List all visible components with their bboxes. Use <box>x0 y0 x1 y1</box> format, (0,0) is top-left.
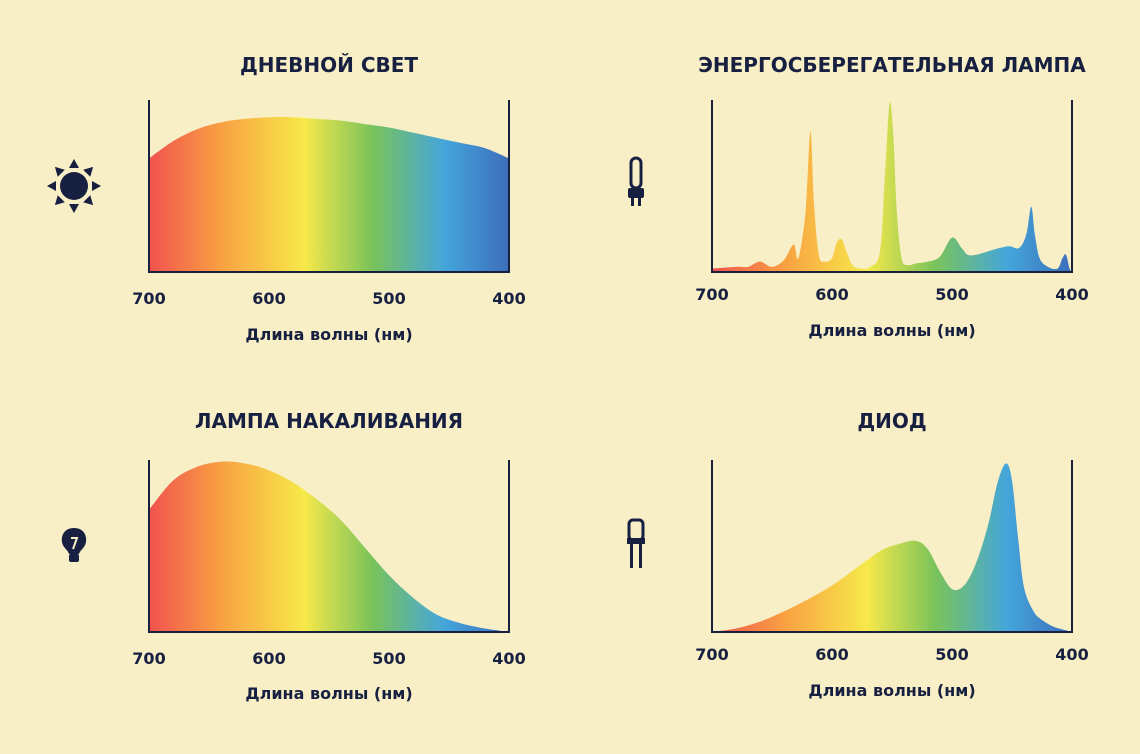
incandescent-tick-label: 600 <box>252 649 285 668</box>
incandescent-chart: ЛАМПА НАКАЛИВАНИЯ 700 600 500 400 Длина волны… <box>61 409 526 703</box>
energy-saving-tick-label: 400 <box>1055 285 1088 304</box>
diode-x-axis-label: Длина волны (нм) <box>808 681 975 700</box>
daylight-spectrum-area <box>149 116 509 272</box>
energy-saving-chart-title: ЭНЕРГОСБЕРЕГАТЕЛЬНАЯ ЛАМПА <box>698 53 1086 77</box>
energy-saving-x-axis-label: Длина волны (нм) <box>808 321 975 340</box>
diode-tick-label: 400 <box>1055 645 1088 664</box>
diode-spectrum-area <box>712 463 1072 632</box>
energy-saving-tick-label: 500 <box>935 285 968 304</box>
daylight-x-axis-label: Длина волны (нм) <box>245 325 412 344</box>
daylight-chart: ДНЕВНОЙ СВЕТ 700 600 500 400 Длина волны (нм) <box>47 53 526 344</box>
incandescent-tick-label: 700 <box>132 649 165 668</box>
sun-icon <box>47 159 101 213</box>
daylight-tick-label: 400 <box>492 289 525 308</box>
daylight-tick-label: 600 <box>252 289 285 308</box>
incandescent-spectrum-area <box>149 461 509 632</box>
incandescent-x-axis-label: Длина волны (нм) <box>245 684 412 703</box>
daylight-tick-label: 500 <box>372 289 405 308</box>
incandescent-tick-label: 500 <box>372 649 405 668</box>
diode-tick-label: 500 <box>935 645 968 664</box>
led-icon <box>627 518 645 568</box>
energy-saving-tick-label: 700 <box>695 285 728 304</box>
diode-tick-label: 600 <box>815 645 848 664</box>
energy-saving-tick-label: 600 <box>815 285 848 304</box>
daylight-chart-title: ДНЕВНОЙ СВЕТ <box>240 53 418 77</box>
diode-chart-title: ДИОД <box>857 409 926 433</box>
daylight-tick-label: 700 <box>132 289 165 308</box>
energy-saving-spectrum-area <box>712 101 1072 273</box>
incandescent-tick-label: 400 <box>492 649 525 668</box>
energy-saving-chart: ЭНЕРГОСБЕРЕГАТЕЛЬНАЯ ЛАМПА 700 600 500 400 Дл… <box>628 53 1089 340</box>
incandescent-chart-title: ЛАМПА НАКАЛИВАНИЯ <box>195 409 463 433</box>
light-bulb-icon <box>61 528 87 562</box>
cfl-lamp-icon <box>628 156 644 206</box>
diode-tick-label: 700 <box>695 645 728 664</box>
diode-chart: ДИОД 700 600 500 400 Длина волны (нм) <box>627 409 1089 700</box>
